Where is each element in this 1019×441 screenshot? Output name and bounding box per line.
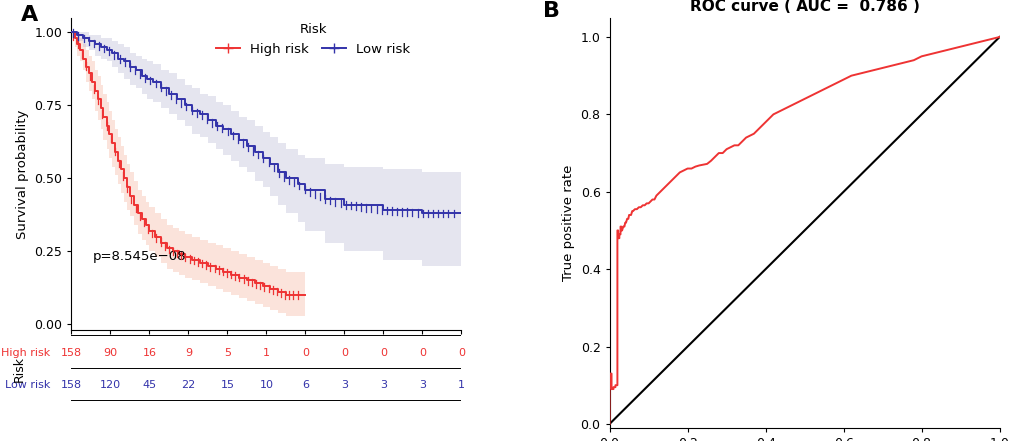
Y-axis label: True positive rate: True positive rate (561, 164, 575, 281)
Text: 1: 1 (263, 348, 270, 358)
Text: 6: 6 (302, 381, 309, 390)
Text: 90: 90 (103, 348, 117, 358)
Text: 9: 9 (184, 348, 192, 358)
Text: B: B (543, 1, 559, 21)
Text: 1: 1 (458, 381, 465, 390)
Text: p=8.545e−08: p=8.545e−08 (93, 250, 186, 263)
Text: 158: 158 (61, 381, 82, 390)
Text: 16: 16 (143, 348, 156, 358)
Text: 0: 0 (302, 348, 309, 358)
Title: ROC curve ( AUC =  0.786 ): ROC curve ( AUC = 0.786 ) (689, 0, 919, 14)
Text: 0: 0 (340, 348, 347, 358)
Text: High risk: High risk (1, 348, 50, 358)
Text: 45: 45 (143, 381, 156, 390)
Text: 120: 120 (100, 381, 121, 390)
Text: 15: 15 (220, 381, 234, 390)
Text: 3: 3 (379, 381, 386, 390)
Text: Risk: Risk (12, 356, 25, 382)
Text: A: A (20, 5, 38, 25)
Text: 3: 3 (340, 381, 347, 390)
Text: 5: 5 (224, 348, 230, 358)
Legend: High risk, Low risk: High risk, Low risk (210, 18, 416, 61)
Y-axis label: Survival probability: Survival probability (16, 109, 29, 239)
Text: 0: 0 (458, 348, 465, 358)
Text: Low risk: Low risk (4, 381, 50, 390)
Text: 10: 10 (259, 381, 273, 390)
Text: 3: 3 (419, 381, 426, 390)
Text: 0: 0 (379, 348, 386, 358)
Text: 0: 0 (419, 348, 426, 358)
Text: 22: 22 (181, 381, 196, 390)
Text: 158: 158 (61, 348, 82, 358)
